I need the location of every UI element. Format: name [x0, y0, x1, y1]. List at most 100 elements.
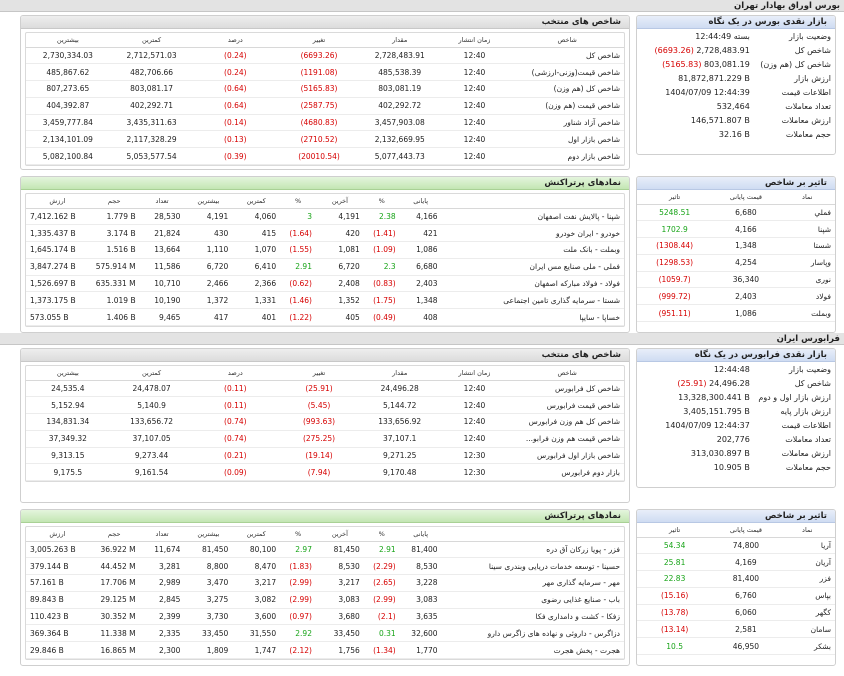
table-row[interactable]: (999.72) 2,403 فولاد	[637, 287, 835, 306]
index-name-link[interactable]: شاخص آزاد شناور	[510, 114, 624, 132]
symbol-link[interactable]: کگهر	[779, 604, 835, 622]
index-name-link[interactable]: شاخص کل	[510, 47, 624, 65]
indices-col-header[interactable]: کمترین	[109, 33, 194, 48]
indices-col-header[interactable]: درصد	[193, 366, 278, 381]
table-row[interactable]: 1,645.174 B 1.516 B 13,664 1,110 1,070 (1.55)…	[26, 241, 624, 259]
symbol-name-link[interactable]: حسینا - توسعه خدمات دریایی وبندری سینا	[441, 557, 624, 576]
impact-col-header[interactable]: قیمت پایانی	[712, 190, 780, 205]
index-name-link[interactable]: شاخص کل هم وزن فرابورس	[510, 413, 624, 431]
active-col-header[interactable]: پایانی	[399, 194, 442, 209]
table-row[interactable]: 1702.9 4,166 شپنا	[637, 220, 835, 239]
symbol-link[interactable]: فزر	[779, 570, 835, 588]
table-row[interactable]: (1059.7) 36,340 نوری	[637, 271, 835, 289]
indices-col-header[interactable]: تغییر	[277, 366, 361, 381]
table-row[interactable]: 134,831.34 133,656.72 (0.74) (993.63) 133,65…	[26, 413, 624, 431]
active-col-header[interactable]: پایانی	[399, 527, 442, 542]
symbol-name-link[interactable]: فزر - پویا زرکان آق دره	[441, 541, 624, 559]
active-col-header[interactable]: %	[363, 194, 400, 209]
table-row[interactable]: (13.78) 6,060 کگهر	[637, 604, 835, 622]
table-row[interactable]: 807,273.65 803,081.17 (0.64) (5165.83) 803,0…	[26, 80, 624, 98]
active-col-header[interactable]: کمترین	[232, 527, 281, 542]
symbol-name-link[interactable]: هجرت - پخش هجرت	[441, 641, 624, 660]
indices-col-header[interactable]: شاخص	[510, 33, 624, 48]
table-row[interactable]: 89.843 B 29.125 M 2,845 3,275 3,082 (2.99) 3,0…	[26, 591, 624, 609]
symbol-link[interactable]: بشکر	[779, 637, 835, 656]
impact-col-header[interactable]: تاثیر	[637, 190, 713, 205]
table-row[interactable]: 7,412.162 B 1.779 B 28,530 4,191 4,060 3 4,191…	[26, 208, 624, 226]
symbol-name-link[interactable]: فملی - ملی صنایع مس ایران	[441, 258, 624, 276]
table-row[interactable]: 1,335.437 B 3.174 B 21,824 430 415 (1.64) 420(…	[26, 224, 624, 243]
table-row[interactable]: 10.5 46,950 بشکر	[637, 637, 835, 656]
symbol-link[interactable]: بپاس	[779, 587, 835, 605]
indices-col-header[interactable]: کمترین	[109, 366, 194, 381]
symbol-name-link[interactable]: فولاد - فولاد مبارکه اصفهان	[441, 275, 624, 293]
symbol-link[interactable]: آریا	[779, 537, 835, 555]
table-row[interactable]: 369.364 B 11.338 M 2,335 33,450 31,550 2.92 33…	[26, 624, 624, 643]
active-col-header[interactable]: بیشترین	[184, 194, 233, 209]
active-col-header[interactable]: %	[363, 527, 400, 542]
symbol-name-link[interactable]: باب - صنایع غذایی رضوی	[441, 591, 624, 609]
indices-col-header[interactable]: شاخص	[510, 366, 624, 381]
table-row[interactable]: 9,175.5 9,161.54 (0.09) (7.94) 9,170.48 12:30…	[26, 463, 624, 482]
impact-col-header[interactable]: قیمت پایانی	[712, 523, 780, 538]
indices-col-header[interactable]: زمان انتشار	[438, 366, 511, 381]
symbol-link[interactable]: فولاد	[779, 287, 835, 306]
indices-col-header[interactable]: درصد	[193, 33, 278, 48]
symbol-name-link[interactable]: مهر - سرمایه گذاری مهر	[441, 574, 624, 592]
index-name-link[interactable]: شاخص قیمت هم وزن فرابو...	[510, 430, 624, 448]
table-row[interactable]: 485,867.62 482,706.66 (0.24) (1191.08) 485,5…	[26, 63, 624, 82]
active-col-header[interactable]: %	[280, 527, 316, 542]
table-row[interactable]: (1298.53) 4,254 وپاسار	[637, 254, 835, 272]
active-col-header[interactable]	[441, 194, 624, 209]
table-row[interactable]: 1,526.697 B 635.331 M 10,710 2,466 2,366 (0.6…	[26, 275, 624, 293]
indices-col-header[interactable]: بیشترین	[26, 366, 110, 381]
symbol-link[interactable]: شستا	[779, 237, 835, 255]
symbol-name-link[interactable]: شپنا - پالایش نفت اصفهان	[441, 208, 624, 226]
table-row[interactable]: 2,730,334.03 2,712,571.03 (0.24) (6693.26) 2…	[26, 47, 624, 65]
table-row[interactable]: (15.16) 6,760 بپاس	[637, 587, 835, 605]
table-row[interactable]: 57.161 B 17.706 M 2,989 3,470 3,217 (2.99) 3,2…	[26, 574, 624, 592]
symbol-name-link[interactable]: وبملت - بانک ملت	[441, 241, 624, 259]
table-row[interactable]: 3,459,777.84 3,435,311.63 (0.14) (4680.83) 3…	[26, 114, 624, 132]
index-name-link[interactable]: شاخص قیمت فرابورس	[510, 396, 624, 415]
indices-col-header[interactable]: مقدار	[360, 366, 439, 381]
table-row[interactable]: 3,005.263 B 36.922 M 11,674 81,450 80,100 2.9…	[26, 541, 624, 559]
active-col-header[interactable]: آخرین	[315, 527, 364, 542]
table-row[interactable]: 379.144 B 44.452 M 3,281 8,800 8,470 (1.83) 8,…	[26, 557, 624, 576]
index-name-link[interactable]: شاخص قیمت(وزنی-ارزشی)	[510, 63, 624, 82]
index-name-link[interactable]: شاخص بازار اول فرابورس	[510, 447, 624, 465]
table-row[interactable]: 3,847.274 B 575.914 M 11,586 6,720 6,410 2.91…	[26, 258, 624, 276]
active-col-header[interactable]: بیشترین	[184, 527, 233, 542]
indices-col-header[interactable]: تغییر	[277, 33, 361, 48]
active-col-header[interactable]: کمترین	[232, 194, 281, 209]
active-col-header[interactable]: تعداد	[139, 527, 185, 542]
impact-col-header[interactable]: نماد	[779, 190, 835, 205]
index-name-link[interactable]: شاخص بازار اول	[510, 130, 624, 149]
table-row[interactable]: 54.34 74,800 آریا	[637, 537, 835, 555]
indices-col-header[interactable]: مقدار	[360, 33, 439, 48]
table-row[interactable]: 22.83 81,400 فزر	[637, 570, 835, 588]
symbol-link[interactable]: فملي	[779, 204, 835, 222]
active-col-header[interactable]: حجم	[88, 194, 140, 209]
table-row[interactable]: (951.11) 1,086 وبملت	[637, 304, 835, 323]
impact-col-header[interactable]: نماد	[779, 523, 835, 538]
indices-col-header[interactable]: بیشترین	[26, 33, 110, 48]
impact-col-header[interactable]: تاثیر	[637, 523, 713, 538]
symbol-name-link[interactable]: شستا - سرمایه گذاری تامین اجتماعی	[441, 291, 624, 310]
index-name-link[interactable]: شاخص کل (هم وزن)	[510, 80, 624, 98]
active-col-header[interactable]: ارزش	[26, 194, 89, 209]
active-col-header[interactable]: ارزش	[26, 527, 89, 542]
index-name-link[interactable]: شاخص بازار دوم	[510, 147, 624, 166]
index-name-link[interactable]: شاخص قیمت (هم وزن)	[510, 97, 624, 115]
symbol-link[interactable]: وبملت	[779, 304, 835, 323]
symbol-name-link[interactable]: خودرو - ایران خودرو	[441, 224, 624, 243]
table-row[interactable]: 29.846 B 16.865 M 2,300 1,809 1,747 (2.12) 1,7…	[26, 641, 624, 660]
active-col-header[interactable]: آخرین	[315, 194, 364, 209]
table-row[interactable]: 9,313.15 9,273.44 (0.21) (19.14) 9,271.25 12:…	[26, 447, 624, 465]
table-row[interactable]: 404,392.87 402,292.71 (0.64) (2587.75) 402,2…	[26, 97, 624, 115]
symbol-link[interactable]: وپاسار	[779, 254, 835, 272]
table-row[interactable]: 5248.51 6,680 فملي	[637, 204, 835, 222]
symbol-name-link[interactable]: خساپا - سایپا	[441, 308, 624, 327]
symbol-name-link[interactable]: زفکا - کشت و دامداری فکا	[441, 608, 624, 626]
table-row[interactable]: (13.14) 2,581 سامان	[637, 620, 835, 639]
